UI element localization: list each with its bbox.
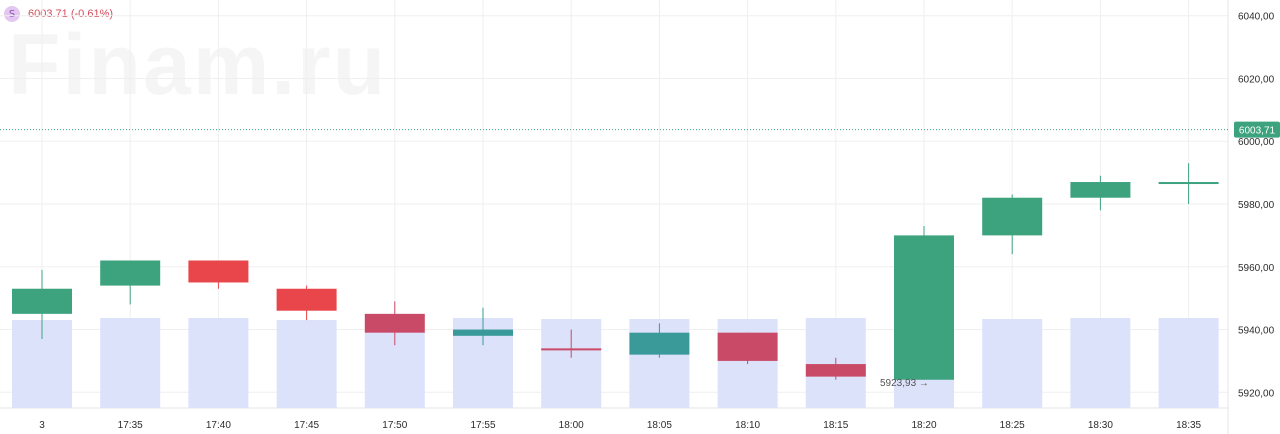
y-tick-label: 6040,00 [1238, 12, 1275, 23]
x-tick-label: 18:05 [647, 420, 672, 431]
volume-bar [1070, 318, 1131, 408]
x-tick-label: 18:35 [1176, 420, 1201, 431]
grid [0, 0, 1229, 434]
x-tick-label: 17:40 [206, 420, 231, 431]
x-tick-label: 17:55 [470, 420, 495, 431]
x-tick-label: 18:30 [1088, 420, 1113, 431]
x-tick-label: 18:15 [823, 420, 848, 431]
candle-body [276, 288, 337, 311]
candle-body [805, 364, 866, 377]
y-tick-label: 5940,00 [1238, 326, 1275, 337]
candle-body [982, 197, 1043, 236]
y-tick-label: 5980,00 [1238, 200, 1275, 211]
candle-body [453, 329, 513, 336]
last-value: 6003.71 [28, 8, 68, 20]
y-tick-label: 6000,00 [1238, 137, 1275, 148]
last-price-label: 6003,71 [1239, 126, 1276, 137]
volume-bar [188, 318, 249, 408]
candles [12, 163, 1219, 380]
x-tick-label: 3 [39, 420, 45, 431]
x-tick-label: 18:20 [911, 420, 936, 431]
last-price-text: 6003.71 (-0.61%) [28, 8, 113, 20]
volume-bars [12, 318, 1219, 408]
y-tick-label: 6020,00 [1238, 74, 1275, 85]
volume-bar [276, 320, 337, 408]
change-value: (-0.61%) [70, 8, 114, 20]
low-annotation: 5923,93 → [880, 378, 929, 389]
candle-body [100, 260, 161, 286]
symbol-badge[interactable]: S [4, 6, 20, 22]
x-tick-label: 17:35 [118, 420, 143, 431]
time-axis[interactable]: 3 17:35 17:40 17:45 17:50 17:55 18:00 18:05 18:1… [39, 420, 1201, 431]
x-tick-label: 18:25 [1000, 420, 1025, 431]
volume-bar [982, 319, 1043, 408]
y-tick-label: 5920,00 [1238, 388, 1275, 399]
candle-body [364, 313, 425, 333]
candle-body [541, 348, 602, 351]
candle-body [629, 332, 690, 355]
candle-body [188, 260, 249, 283]
candle-body [12, 288, 72, 314]
last-price-tag [1234, 121, 1280, 138]
candle-body [1070, 182, 1131, 198]
x-tick-label: 17:50 [382, 420, 407, 431]
candle-body [717, 332, 778, 361]
y-tick-label: 5960,00 [1238, 263, 1275, 274]
price-axis[interactable]: 5920,00 5940,00 5960,00 5980,00 6000,00 6020,… [1238, 12, 1275, 400]
volume-bar [100, 318, 161, 408]
candle-body [894, 235, 954, 380]
candle-body [1158, 182, 1219, 185]
x-tick-label: 17:45 [294, 420, 319, 431]
volume-bar [1158, 318, 1219, 408]
overlay: 6003,71 5923,93 → [0, 121, 1280, 389]
x-tick-label: 18:10 [735, 420, 760, 431]
chart-header: S 6003.71 (-0.61%) [4, 6, 113, 22]
x-tick-label: 18:00 [559, 420, 584, 431]
